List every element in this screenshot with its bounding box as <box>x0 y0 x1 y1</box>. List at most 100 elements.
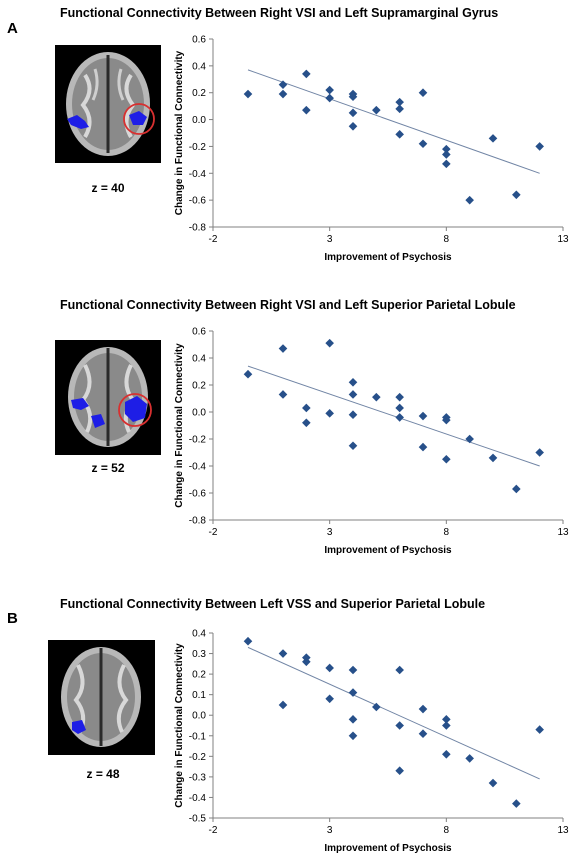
data-point <box>488 453 498 463</box>
x-axis-label: Improvement of Psychosis <box>324 843 452 854</box>
y-tick-label: 0.0 <box>192 408 206 419</box>
data-point <box>535 448 544 457</box>
data-point <box>278 649 288 658</box>
y-tick-label: 0.2 <box>192 381 206 392</box>
data-point <box>442 150 451 159</box>
data-point <box>442 721 451 730</box>
data-point <box>418 88 428 98</box>
slice-label-2: z = 52 <box>91 461 125 475</box>
y-tick-label: 0.2 <box>192 88 206 99</box>
data-point <box>348 92 358 102</box>
data-point <box>465 754 474 763</box>
data-point <box>302 403 311 413</box>
chart-title-1: Functional Connectivity Between Right VS… <box>60 6 499 20</box>
x-axis-label: Improvement of Psychosis <box>324 252 452 263</box>
y-tick-label: 0.6 <box>192 327 206 338</box>
data-point <box>348 665 358 675</box>
data-point <box>395 721 404 730</box>
x-tick-label: 3 <box>327 234 333 245</box>
x-tick-label: 13 <box>557 825 569 836</box>
data-point <box>465 195 474 205</box>
data-point <box>418 729 428 739</box>
y-tick-label: 0.3 <box>192 649 206 660</box>
data-point <box>348 731 358 741</box>
y-tick-label: -0.8 <box>189 516 207 527</box>
y-axis-label: Change in Functional Connectivity <box>174 643 185 808</box>
x-axis-label: Improvement of Psychosis <box>324 545 452 556</box>
data-point <box>418 704 428 714</box>
data-point <box>325 409 334 418</box>
data-point <box>348 378 358 387</box>
data-point <box>395 97 404 107</box>
data-point <box>442 159 451 169</box>
data-point <box>348 121 358 131</box>
brain-slice-image-1 <box>55 45 161 163</box>
x-tick-label: 13 <box>557 527 569 538</box>
data-point <box>325 694 334 704</box>
y-tick-label: -0.6 <box>189 196 207 207</box>
y-tick-label: -0.4 <box>189 462 207 473</box>
data-point <box>348 390 358 399</box>
data-point <box>325 85 334 95</box>
data-point <box>348 688 358 697</box>
data-point <box>302 418 311 428</box>
panel-label-b: B <box>7 610 18 627</box>
brain-slice-image-2 <box>55 340 161 455</box>
data-point <box>278 344 288 353</box>
trend-line <box>247 646 540 780</box>
y-tick-label: 0.4 <box>192 629 206 640</box>
x-tick-label: 8 <box>444 825 450 836</box>
scatter-chart-2: 0.6 0.4 0.2 0.0 -0.2 -0.4 -0.6 -0.8-2 3 8 13 Improv… <box>174 327 569 557</box>
data-point <box>418 411 428 421</box>
data-point <box>535 142 544 151</box>
data-point <box>302 657 311 667</box>
data-point <box>512 799 521 808</box>
trend-line <box>247 365 540 467</box>
data-point <box>325 93 334 103</box>
data-point <box>442 144 451 154</box>
data-point <box>348 441 358 451</box>
data-point <box>243 636 253 646</box>
data-point <box>243 369 253 379</box>
data-point <box>395 766 404 776</box>
y-tick-label: -0.6 <box>189 489 207 500</box>
slice-label-1: z = 40 <box>91 181 125 195</box>
y-tick-label: -0.5 <box>189 814 207 825</box>
x-tick-label: 8 <box>444 527 450 538</box>
slice-label-3: z = 48 <box>86 767 120 781</box>
y-tick-label: -0.1 <box>189 731 207 742</box>
data-point <box>395 104 404 114</box>
data-point <box>442 715 451 724</box>
y-tick-label: -0.8 <box>189 223 207 234</box>
data-point <box>325 338 334 348</box>
y-tick-label: 0.0 <box>192 115 206 126</box>
x-tick-label: 8 <box>444 234 450 245</box>
data-point <box>348 715 358 724</box>
chart-title-3: Functional Connectivity Between Left VSS… <box>60 597 486 611</box>
data-point <box>418 442 428 452</box>
data-point <box>395 392 404 402</box>
data-point <box>278 700 288 710</box>
data-point <box>243 89 253 99</box>
y-axis-label: Change in Functional Connectivity <box>174 343 185 508</box>
y-tick-label: 0.2 <box>192 670 206 681</box>
y-tick-label: -0.2 <box>189 752 207 763</box>
y-tick-label: -0.2 <box>189 142 207 153</box>
data-point <box>395 413 404 422</box>
x-tick-label: 3 <box>327 825 333 836</box>
y-tick-label: 0.4 <box>192 61 206 72</box>
data-point <box>442 749 451 759</box>
data-point <box>372 392 381 402</box>
data-point <box>278 80 288 89</box>
data-point <box>442 415 451 425</box>
panel-label-a: A <box>7 20 18 37</box>
data-point <box>488 134 498 143</box>
data-point <box>278 390 288 399</box>
data-point <box>442 454 451 464</box>
x-tick-label: -2 <box>209 234 218 245</box>
y-tick-label: 0.4 <box>192 354 206 365</box>
data-point <box>348 410 358 419</box>
data-point <box>535 725 544 734</box>
data-point <box>278 89 288 99</box>
data-point <box>372 105 381 115</box>
